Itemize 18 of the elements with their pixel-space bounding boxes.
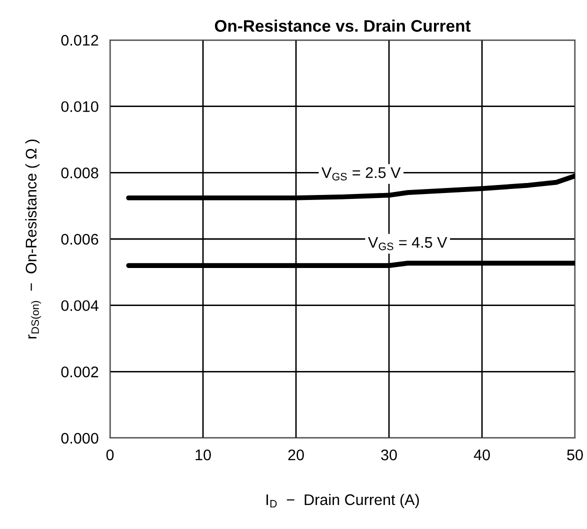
y-tick-label: 0.006: [61, 234, 98, 245]
y-axis-title: r$_{DS(on)}$ − On-Resistance ( Ω ): [25, 140, 42, 338]
y-tick-label: 0.000: [61, 432, 98, 444]
x-tick-label: 40: [474, 450, 490, 460]
series-label: V$_{GS}$ = 4.5 V: [368, 237, 448, 250]
y-tick-label: 0.002: [61, 366, 98, 378]
x-axis-title: I$_{D}$ − Drain Current (A): [266, 494, 419, 508]
x-tick-label: 20: [288, 450, 304, 460]
y-tick-label: 0.010: [61, 101, 98, 112]
x-tick-label: 50: [567, 450, 583, 460]
y-tick-label: 0.012: [61, 34, 98, 46]
x-tick-label: 10: [196, 450, 211, 460]
y-tick-label: 0.004: [61, 300, 98, 312]
x-tick-label: 0: [106, 450, 114, 460]
x-tick-label: 30: [381, 450, 397, 460]
chart-title: On-Resistance vs. Drain Current: [214, 20, 471, 32]
series-label: V$_{GS}$ = 2.5 V: [322, 167, 401, 180]
y-tick-label: 0.008: [61, 168, 98, 178]
